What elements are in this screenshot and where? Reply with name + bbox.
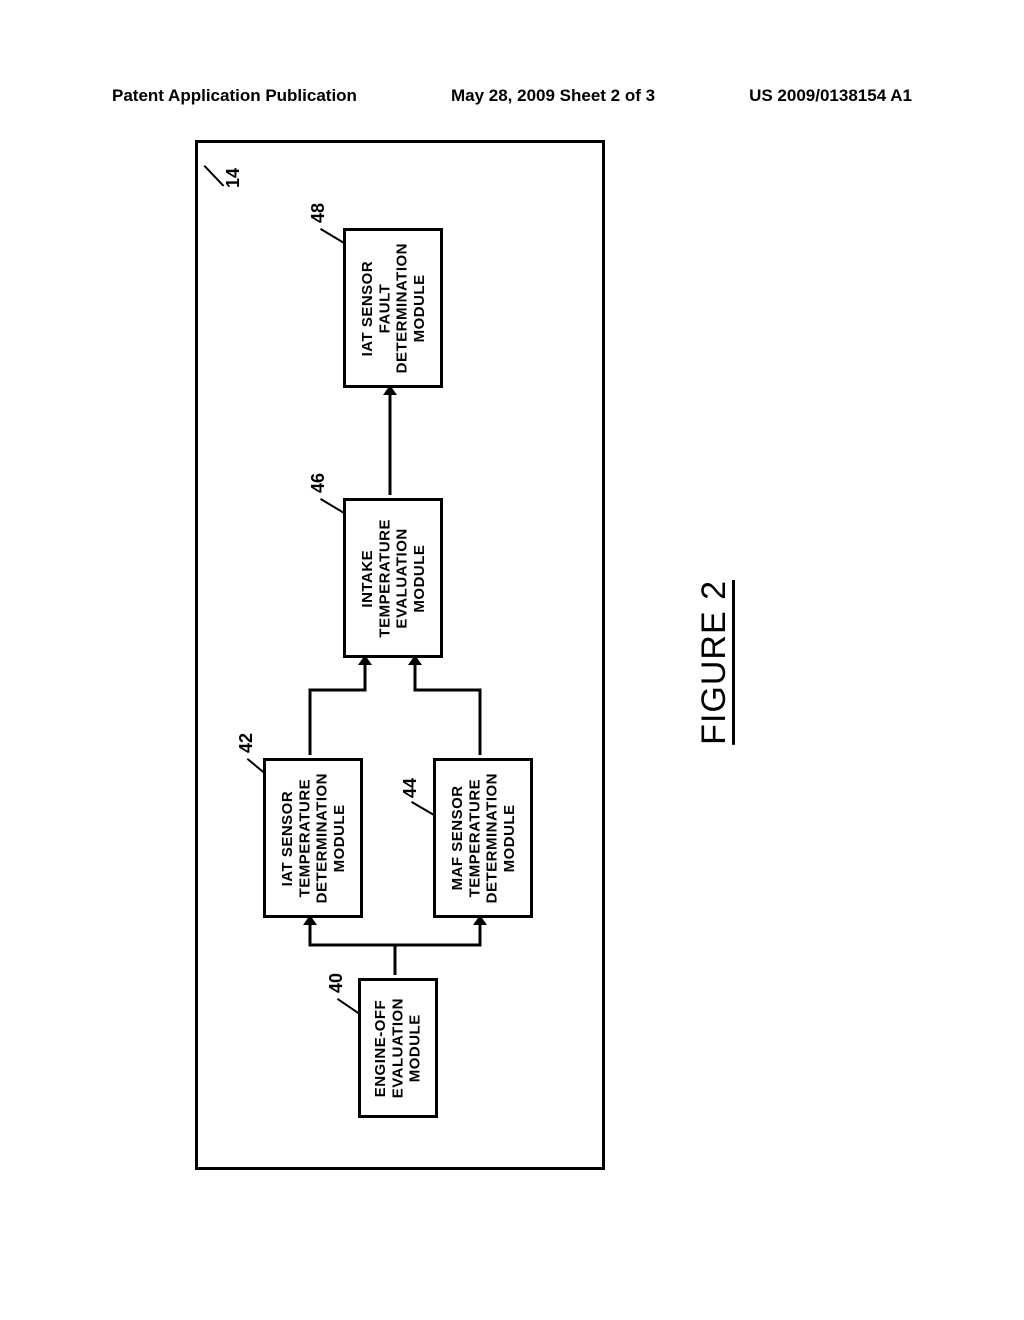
controller-box: ENGINE-OFF EVALUATION MODULE IAT SENSOR …: [195, 140, 605, 1170]
module-48: IAT SENSOR FAULT DETERMINATION MODULE: [343, 228, 443, 388]
ref-leader: [337, 998, 360, 1015]
module-48-label: IAT SENSOR FAULT DETERMINATION MODULE: [359, 243, 428, 373]
header-right: US 2009/0138154 A1: [749, 86, 912, 106]
ref-14: 14: [223, 168, 244, 188]
module-44: MAF SENSOR TEMPERATURE DETERMINATION MOD…: [433, 758, 533, 918]
ref-40: 40: [326, 973, 347, 993]
ref-42: 42: [236, 733, 257, 753]
header-center: May 28, 2009 Sheet 2 of 3: [451, 86, 655, 106]
module-44-label: MAF SENSOR TEMPERATURE DETERMINATION MOD…: [449, 773, 518, 903]
figure-label: FIGURE 2: [695, 580, 734, 745]
module-40: ENGINE-OFF EVALUATION MODULE: [358, 978, 438, 1118]
module-40-label: ENGINE-OFF EVALUATION MODULE: [372, 998, 424, 1098]
module-46: INTAKE TEMPERATURE EVALUATION MODULE: [343, 498, 443, 658]
ref-48: 48: [308, 203, 329, 223]
module-42: IAT SENSOR TEMPERATURE DETERMINATION MOD…: [263, 758, 363, 918]
patent-page: Patent Application Publication May 28, 2…: [0, 0, 1024, 1320]
module-42-label: IAT SENSOR TEMPERATURE DETERMINATION MOD…: [279, 773, 348, 903]
ref-44: 44: [400, 778, 421, 798]
ref-46: 46: [308, 473, 329, 493]
header-left: Patent Application Publication: [112, 86, 357, 106]
page-header: Patent Application Publication May 28, 2…: [112, 86, 912, 110]
module-46-label: INTAKE TEMPERATURE EVALUATION MODULE: [359, 519, 428, 638]
ref-leader: [204, 165, 224, 186]
